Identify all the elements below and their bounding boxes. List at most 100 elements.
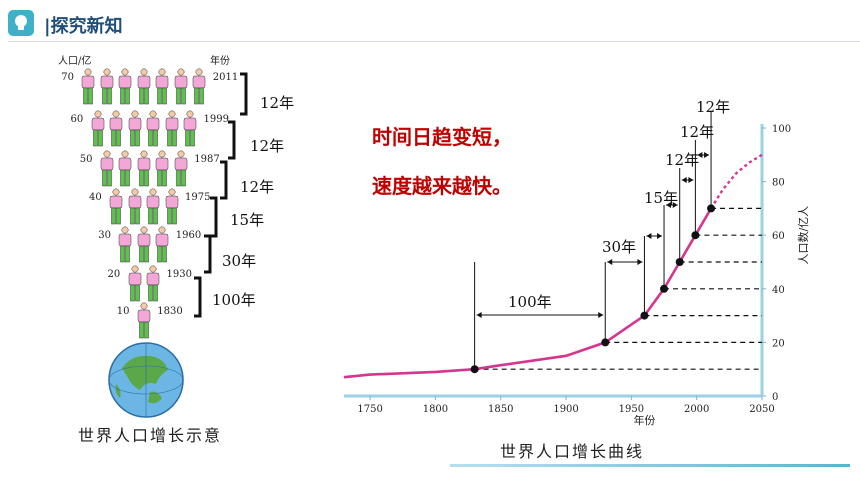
data-point [601, 338, 610, 347]
year-value: 1975 [185, 192, 211, 203]
person-icon [118, 226, 132, 266]
data-point [691, 231, 700, 240]
person-icon [100, 68, 114, 108]
person-icon [100, 150, 114, 190]
population-value: 10 [116, 306, 130, 317]
data-point [640, 311, 649, 320]
interval-arrowhead [681, 177, 687, 183]
x-tick-label: 1900 [553, 404, 578, 415]
interval-label: 12年 [696, 98, 730, 116]
person-icon [118, 150, 132, 190]
population-value: 50 [79, 154, 93, 165]
interval-label: 12年 [680, 123, 714, 141]
pictograph-ylabel: 人口/亿 [58, 56, 92, 67]
person-icon [118, 68, 132, 108]
person-icon [91, 110, 105, 150]
header-icon [8, 10, 34, 36]
page-title: |探究新知 [44, 16, 123, 37]
gap-label: 12年 [250, 137, 285, 155]
person-icon [137, 150, 151, 190]
population-value: 70 [61, 72, 74, 83]
lightbulb-icon [15, 15, 27, 30]
bracket-3 [220, 160, 228, 200]
year-value: 2011 [212, 72, 239, 83]
bracket-4 [210, 196, 218, 238]
person-icon [128, 110, 142, 150]
interval-arrowhead [657, 233, 663, 239]
person-icon [137, 226, 151, 266]
interval-arrowhead [637, 259, 643, 265]
person-icon [165, 188, 179, 228]
data-point [675, 258, 684, 266]
interval-arrowhead [697, 152, 703, 158]
person-icon [165, 110, 179, 150]
person-icon [155, 68, 169, 108]
data-point [470, 365, 479, 374]
bracket-1 [240, 72, 248, 116]
annotation-line-2: 速度越来越快。 [372, 174, 512, 198]
person-icon [128, 265, 142, 305]
person-icon [174, 150, 188, 190]
year-value: 1830 [157, 306, 183, 317]
population-value: 20 [107, 269, 121, 280]
bracket-5 [204, 234, 212, 274]
person-icon [174, 68, 188, 108]
interval-label: 12年 [665, 151, 699, 169]
person-icon [155, 226, 169, 266]
x-axis-label: 年份 [633, 413, 655, 427]
year-value: 1987 [194, 154, 220, 165]
interval-label: 30年 [602, 238, 636, 256]
bracket-6 [194, 276, 202, 318]
person-icon [146, 188, 160, 228]
interval-arrowhead [704, 152, 710, 158]
population-value: 30 [98, 230, 111, 241]
header-divider [8, 41, 860, 42]
x-tick-label: 1800 [423, 404, 448, 415]
bottom-accent-bar [450, 464, 850, 467]
y-tick-label: 60 [772, 231, 785, 242]
projection-curve [710, 153, 763, 210]
population-value: 60 [70, 114, 84, 125]
x-tick-label: 2050 [749, 404, 774, 415]
x-tick-label: 1850 [488, 404, 513, 415]
person-icon [109, 188, 123, 228]
interval-arrowhead [666, 202, 672, 208]
gap-label: 30年 [222, 252, 257, 270]
year-value: 1960 [175, 230, 202, 241]
data-point [707, 204, 716, 213]
person-icon [137, 302, 151, 342]
interval-label: 100年 [508, 293, 552, 311]
person-icon [146, 265, 160, 305]
gap-label: 100年 [212, 291, 256, 309]
person-icon [137, 68, 151, 108]
interval-label: 15年 [644, 189, 678, 207]
interval-arrowhead [646, 233, 652, 239]
y-tick-label: 100 [772, 124, 791, 135]
year-value: 1930 [166, 269, 192, 280]
interval-arrowhead [672, 202, 678, 208]
pictograph-year-label: 年份 [210, 56, 230, 67]
person-icon [146, 110, 160, 150]
y-tick-label: 20 [772, 338, 785, 349]
gap-label: 12年 [240, 178, 275, 196]
year-value: 1999 [203, 114, 229, 125]
chart-title: 世界人口增长曲线 [500, 442, 645, 461]
globe-icon [108, 342, 184, 418]
x-tick-label: 1950 [619, 404, 644, 415]
person-icon [155, 150, 169, 190]
x-tick-label: 2000 [684, 404, 709, 415]
person-icon [109, 110, 123, 150]
population-curve [343, 207, 713, 379]
gap-label: 12年 [260, 94, 295, 112]
interval-arrowhead [598, 312, 604, 318]
y-tick-label: 40 [772, 285, 785, 296]
bracket-2 [228, 120, 236, 160]
interval-arrowhead [688, 177, 694, 183]
person-icon [81, 68, 95, 108]
annotation-line-1: 时间日趋变短， [372, 125, 512, 149]
y-tick-label: 80 [772, 178, 785, 189]
y-axis-label: 人口数/亿人 [797, 206, 810, 265]
gap-label: 15年 [230, 211, 265, 229]
interval-arrowhead [607, 259, 613, 265]
